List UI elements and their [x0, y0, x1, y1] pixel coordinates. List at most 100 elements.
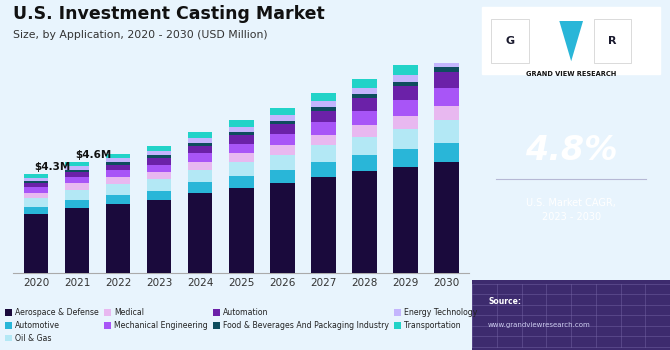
Bar — [147, 158, 172, 165]
Bar — [188, 138, 212, 143]
Bar — [311, 102, 336, 107]
Bar — [23, 181, 48, 183]
Bar — [311, 122, 336, 135]
Bar — [434, 60, 459, 68]
Bar — [229, 120, 253, 127]
FancyBboxPatch shape — [482, 7, 660, 74]
Bar — [23, 178, 48, 181]
Bar — [188, 182, 212, 193]
Bar — [393, 167, 417, 273]
Bar — [147, 172, 172, 179]
Bar — [393, 86, 417, 100]
Bar — [434, 49, 459, 60]
Bar — [65, 166, 89, 170]
Text: G: G — [505, 36, 515, 46]
Bar — [65, 190, 89, 200]
FancyBboxPatch shape — [491, 19, 529, 63]
FancyBboxPatch shape — [594, 19, 631, 63]
Bar — [229, 162, 253, 176]
Bar — [188, 193, 212, 273]
Bar — [188, 170, 212, 182]
Bar — [106, 154, 131, 158]
Bar — [270, 121, 295, 124]
Bar — [434, 68, 459, 72]
Bar — [188, 132, 212, 138]
Bar — [147, 155, 172, 158]
Bar — [23, 174, 48, 178]
Bar — [352, 136, 377, 155]
Bar — [352, 171, 377, 273]
Bar — [229, 144, 253, 153]
Bar — [147, 151, 172, 155]
Bar — [270, 183, 295, 273]
Bar — [106, 165, 131, 170]
Bar — [23, 187, 48, 192]
Bar — [106, 195, 131, 204]
Bar — [106, 177, 131, 184]
Text: R: R — [608, 36, 617, 46]
Bar — [147, 146, 172, 151]
Text: $4.3M: $4.3M — [34, 162, 70, 172]
Bar — [311, 111, 336, 122]
Bar — [270, 115, 295, 121]
Bar — [229, 188, 253, 273]
Bar — [23, 193, 48, 198]
Text: Source:: Source: — [488, 296, 521, 306]
Bar — [65, 162, 89, 166]
Bar — [106, 162, 131, 165]
Bar — [352, 88, 377, 94]
Bar — [106, 170, 131, 177]
Bar — [352, 155, 377, 171]
Bar — [311, 135, 336, 145]
Bar — [270, 108, 295, 115]
Bar — [434, 88, 459, 106]
Bar — [393, 65, 417, 75]
Bar — [270, 145, 295, 155]
Bar — [270, 155, 295, 170]
Bar — [65, 199, 89, 208]
Bar — [23, 215, 48, 273]
Bar — [352, 125, 377, 136]
Bar — [106, 184, 131, 195]
Bar — [311, 93, 336, 101]
Bar — [352, 98, 377, 111]
Bar — [23, 183, 48, 187]
Bar — [393, 75, 417, 82]
Bar — [311, 177, 336, 273]
Bar — [65, 183, 89, 190]
Bar — [188, 153, 212, 162]
Bar — [147, 165, 172, 172]
Bar — [393, 129, 417, 149]
Bar — [188, 162, 212, 170]
Bar — [147, 191, 172, 200]
Text: GRAND VIEW RESEARCH: GRAND VIEW RESEARCH — [526, 70, 616, 77]
Bar — [229, 132, 253, 135]
Bar — [434, 72, 459, 88]
Text: Size, by Application, 2020 - 2030 (USD Million): Size, by Application, 2020 - 2030 (USD M… — [13, 30, 268, 40]
Bar — [311, 162, 336, 177]
Text: 4.8%: 4.8% — [525, 134, 618, 167]
Bar — [434, 106, 459, 120]
Bar — [270, 124, 295, 134]
Bar — [311, 107, 336, 111]
Legend: Aerospace & Defense, Automotive, Oil & Gas, Medical, Mechanical Engineering, Aut: Aerospace & Defense, Automotive, Oil & G… — [2, 305, 480, 346]
Bar — [188, 146, 212, 153]
Bar — [393, 116, 417, 129]
Bar — [393, 149, 417, 167]
FancyBboxPatch shape — [472, 280, 670, 350]
Bar — [23, 207, 48, 215]
Bar — [65, 173, 89, 177]
Text: www.grandviewresearch.com: www.grandviewresearch.com — [488, 322, 591, 329]
Bar — [106, 204, 131, 273]
Bar — [434, 142, 459, 162]
Bar — [65, 208, 89, 273]
Bar — [434, 120, 459, 142]
Bar — [147, 200, 172, 273]
Text: $4.6M: $4.6M — [75, 150, 111, 160]
Polygon shape — [559, 21, 583, 61]
Bar — [229, 176, 253, 188]
Bar — [229, 153, 253, 162]
Bar — [23, 198, 48, 207]
Bar — [352, 94, 377, 98]
Text: U.S. Investment Casting Market: U.S. Investment Casting Market — [13, 5, 325, 23]
